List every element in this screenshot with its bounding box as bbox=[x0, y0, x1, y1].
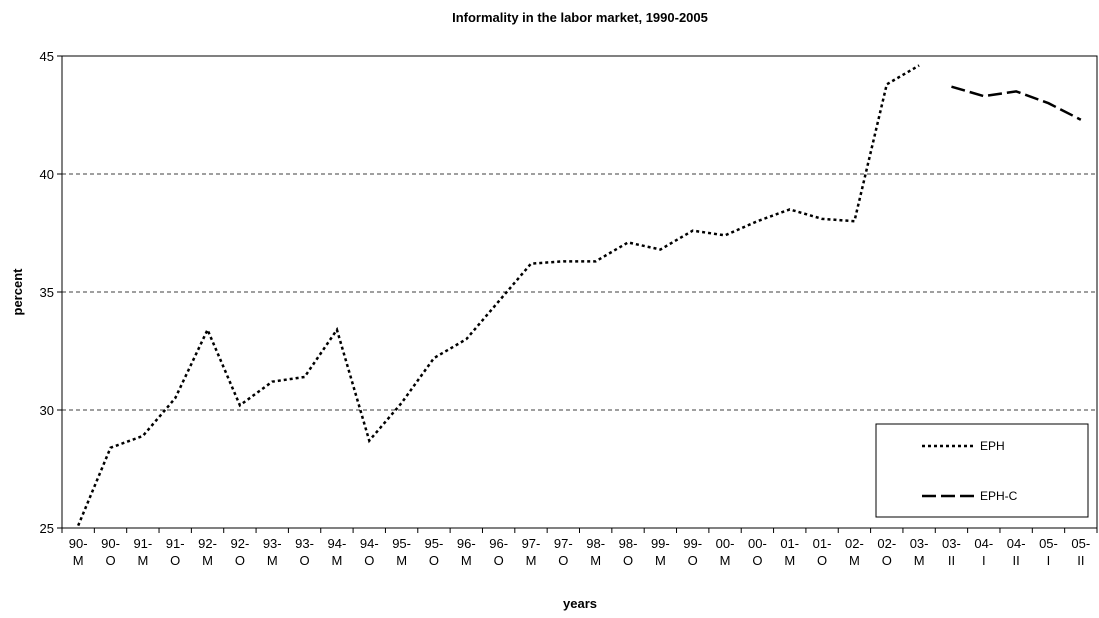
x-axis-title: years bbox=[563, 596, 597, 611]
data-line bbox=[951, 85, 1082, 121]
x-tick-label: 91-O bbox=[166, 536, 185, 568]
y-tick-label: 30 bbox=[40, 403, 54, 418]
x-tick-label: 04-I bbox=[974, 536, 993, 568]
x-tick-label: 96-O bbox=[489, 536, 508, 568]
legend-box bbox=[875, 423, 1089, 518]
x-tick-label: 97-M bbox=[522, 536, 541, 568]
x-tick-label: 01-M bbox=[780, 536, 799, 568]
y-tick-label: 25 bbox=[40, 521, 54, 536]
x-tick-label: 90-M bbox=[69, 536, 88, 568]
y-axis-title: percent bbox=[10, 268, 25, 316]
legend-label: EPH-C bbox=[980, 489, 1018, 503]
x-tick-label: 02-M bbox=[845, 536, 864, 568]
x-tick-label: 92-M bbox=[198, 536, 217, 568]
x-tick-label: 92-O bbox=[230, 536, 249, 568]
y-tick-label: 45 bbox=[40, 49, 54, 64]
data-line bbox=[77, 64, 920, 527]
x-tick-label: 03-II bbox=[942, 536, 961, 568]
x-tick-label: 93-M bbox=[263, 536, 282, 568]
x-tick-label: 05-II bbox=[1071, 536, 1090, 568]
x-tick-label: 02-O bbox=[877, 536, 896, 568]
x-tick-label: 00-M bbox=[716, 536, 735, 568]
x-tick-label: 94-M bbox=[328, 536, 347, 568]
x-tick-label: 98-O bbox=[619, 536, 638, 568]
x-tick-label: 95-M bbox=[392, 536, 411, 568]
chart-title: Informality in the labor market, 1990-20… bbox=[452, 10, 708, 25]
x-tick-label: 90-O bbox=[101, 536, 120, 568]
x-tick-label: 98-M bbox=[586, 536, 605, 568]
x-tick-label: 05-I bbox=[1039, 536, 1058, 568]
x-tick-label: 93-O bbox=[295, 536, 314, 568]
x-tick-label: 95-O bbox=[425, 536, 444, 568]
x-tick-label: 99-O bbox=[683, 536, 702, 568]
x-tick-label: 94-O bbox=[360, 536, 379, 568]
x-tick-label: 03-M bbox=[910, 536, 929, 568]
x-tick-label: 99-M bbox=[651, 536, 670, 568]
x-tick-label: 04-II bbox=[1007, 536, 1026, 568]
x-tick-label: 01-O bbox=[813, 536, 832, 568]
y-tick-label: 35 bbox=[40, 285, 54, 300]
legend-label: EPH bbox=[980, 439, 1005, 453]
x-tick-label: 97-O bbox=[554, 536, 573, 568]
x-tick-label: 91-M bbox=[133, 536, 152, 568]
x-tick-label: 96-M bbox=[457, 536, 476, 568]
y-tick-label: 40 bbox=[40, 167, 54, 182]
x-tick-label: 00-O bbox=[748, 536, 767, 568]
